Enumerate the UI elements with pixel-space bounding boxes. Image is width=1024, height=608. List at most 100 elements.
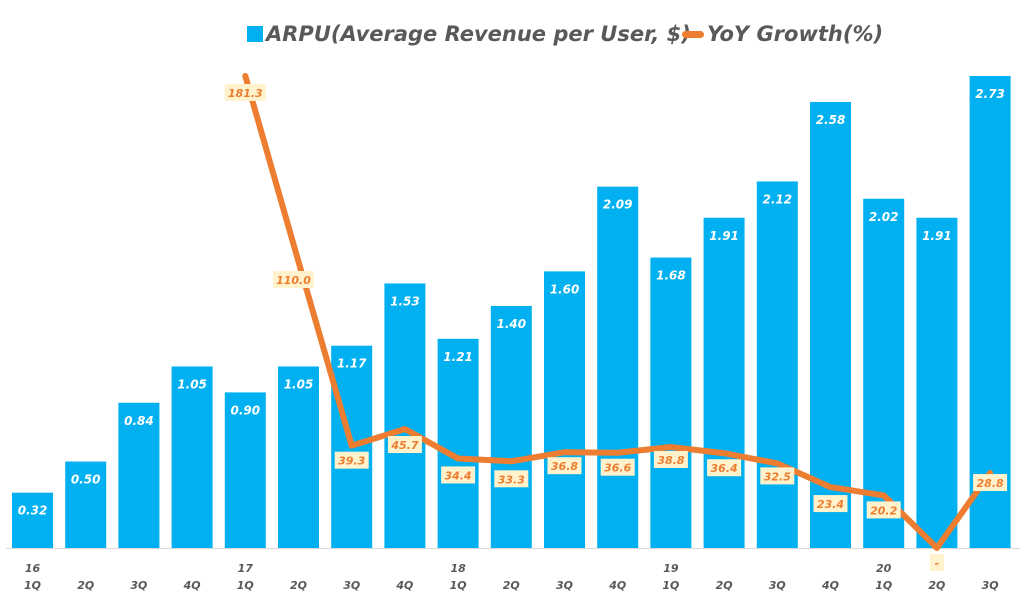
yoy-value-label: 45.7 (390, 439, 418, 452)
bar-arpu (863, 198, 905, 548)
bar-arpu (118, 402, 160, 548)
x-tick-quarter: 1Q (24, 579, 41, 592)
bar-value-label: 0.50 (71, 473, 101, 487)
x-tick-quarter: 2Q (928, 579, 945, 592)
legend-item-arpu: ARPU(Average Revenue per User, $) (247, 22, 691, 46)
bar-value-label: 1.21 (443, 350, 473, 364)
bar-value-label: 1.05 (284, 377, 314, 391)
bar-arpu (224, 392, 266, 548)
legend-swatch-line (682, 30, 704, 38)
x-tick-quarter: 4Q (395, 579, 413, 592)
bar-arpu (969, 76, 1011, 548)
x-tick-quarter: 1Q (662, 579, 679, 592)
yoy-label-box (707, 459, 742, 477)
yoy-value-label: 20.2 (870, 504, 897, 517)
bar-value-label: 2.73 (975, 87, 1005, 101)
yoy-label-box (387, 436, 422, 454)
bar-value-label: 2.02 (869, 210, 899, 224)
x-tick-quarter: 3Q (769, 579, 786, 592)
yoy-label-box (441, 466, 476, 484)
legend-item-yoy: YoY Growth(%) (682, 22, 883, 46)
x-tick-quarter: 4Q (821, 579, 839, 592)
legend-swatch-bar (247, 26, 263, 42)
yoy-label-box (494, 470, 529, 488)
yoy-label-box (973, 474, 1008, 492)
yoy-label-box (866, 501, 901, 519)
bar-arpu (597, 186, 639, 548)
yoy-growth-line (242, 73, 994, 551)
yoy-label-box (813, 495, 848, 513)
x-tick-quarter: 4Q (608, 579, 626, 592)
bar-value-label: 1.40 (496, 317, 526, 331)
x-tick-quarter: 3Q (130, 579, 147, 592)
bar-arpu (384, 283, 426, 548)
yoy-label-box (334, 451, 369, 469)
yoy-value-label: 32.5 (764, 470, 791, 483)
yoy-value-label: 36.6 (604, 462, 631, 475)
yoy-value-label: 38.8 (657, 454, 684, 467)
x-axis-ticks: 16 1Q 2Q 3Q 4Q 17 1Q 2Q 3Q 4Q 18 1Q 2Q 3Q 4Q 19 1Q 2Q 3Q 4Q… (24, 562, 999, 592)
x-tick-quarter: 2Q (290, 579, 307, 592)
bar-value-label: 2.58 (816, 113, 846, 127)
bar-arpu (916, 217, 958, 548)
x-tick-year: 18 (450, 562, 466, 575)
bar-arpu (650, 257, 692, 548)
x-tick-quarter: 2Q (77, 579, 94, 592)
yoy-label-box (760, 467, 795, 485)
bar-arpu (756, 181, 798, 548)
bar-value-label: 1.17 (337, 357, 367, 371)
yoy-label-box (929, 554, 944, 571)
bar-value-label: 0.84 (124, 414, 154, 428)
bar-value-label: 1.68 (656, 269, 686, 283)
yoy-value-label: - (935, 557, 940, 570)
bar-value-label: 2.09 (603, 198, 633, 212)
x-tick-quarter: 1Q (875, 579, 892, 592)
bar-arpu (703, 217, 745, 548)
yoy-value-label: 33.3 (498, 473, 525, 486)
x-tick-year: 16 (25, 562, 41, 575)
bar-value-label: 1.05 (177, 377, 207, 391)
legend-label-yoy: YoY Growth(%) (707, 22, 884, 46)
yoy-label-box (224, 84, 266, 101)
x-tick-quarter: 1Q (237, 579, 254, 592)
yoy-value-label: 36.8 (551, 460, 578, 473)
yoy-value-label: 28.8 (977, 477, 1004, 490)
yoy-label-box (273, 271, 314, 288)
yoy-value-label: 110.0 (276, 274, 311, 287)
bars-layer: 0.32 0.50 0.84 1.05 0.90 1.05 1.17 1.53 1.21 1.40… (12, 76, 1011, 548)
bar-arpu (278, 366, 319, 548)
bar-value-label: 2.12 (762, 192, 792, 206)
x-tick-quarter: 1Q (450, 579, 467, 592)
bar-arpu (490, 305, 532, 548)
yoy-value-label: 36.4 (711, 462, 738, 475)
bar-arpu (12, 492, 53, 548)
bar-arpu (437, 338, 479, 548)
bar-arpu (171, 366, 213, 548)
yoy-label-box (600, 458, 635, 476)
yoy-line-layer: 181.3 110.0 39.3 45.7 34.4 33.3 36.8 36.6 38.8 36… (224, 73, 1008, 571)
yoy-value-label: 39.3 (338, 455, 365, 468)
bar-value-label: 0.32 (18, 504, 48, 518)
x-tick-quarter: 3Q (343, 579, 360, 592)
bar-arpu (544, 271, 585, 548)
x-tick-quarter: 3Q (556, 579, 573, 592)
x-tick-quarter: 2Q (716, 579, 733, 592)
x-tick-quarter: 2Q (503, 579, 520, 592)
bar-value-label: 1.53 (390, 294, 420, 308)
x-tick-year: 19 (663, 562, 679, 575)
yoy-value-label: 23.4 (817, 498, 844, 511)
x-tick-year: 17 (238, 562, 254, 575)
yoy-label-box (547, 457, 582, 475)
legend: ARPU(Average Revenue per User, $) YoY Gr… (0, 22, 1024, 56)
bar-arpu (65, 461, 107, 548)
bar-value-label: 1.60 (550, 282, 580, 296)
bar-value-label: 1.91 (922, 229, 952, 243)
bar-value-label: 1.91 (709, 229, 739, 243)
bar-value-label: 0.90 (230, 403, 260, 417)
yoy-value-label: 34.4 (445, 469, 472, 482)
legend-label-arpu: ARPU(Average Revenue per User, $) (266, 22, 691, 46)
bar-arpu (810, 101, 851, 548)
yoy-label-box (653, 450, 688, 468)
x-tick-quarter: 4Q (183, 579, 201, 592)
